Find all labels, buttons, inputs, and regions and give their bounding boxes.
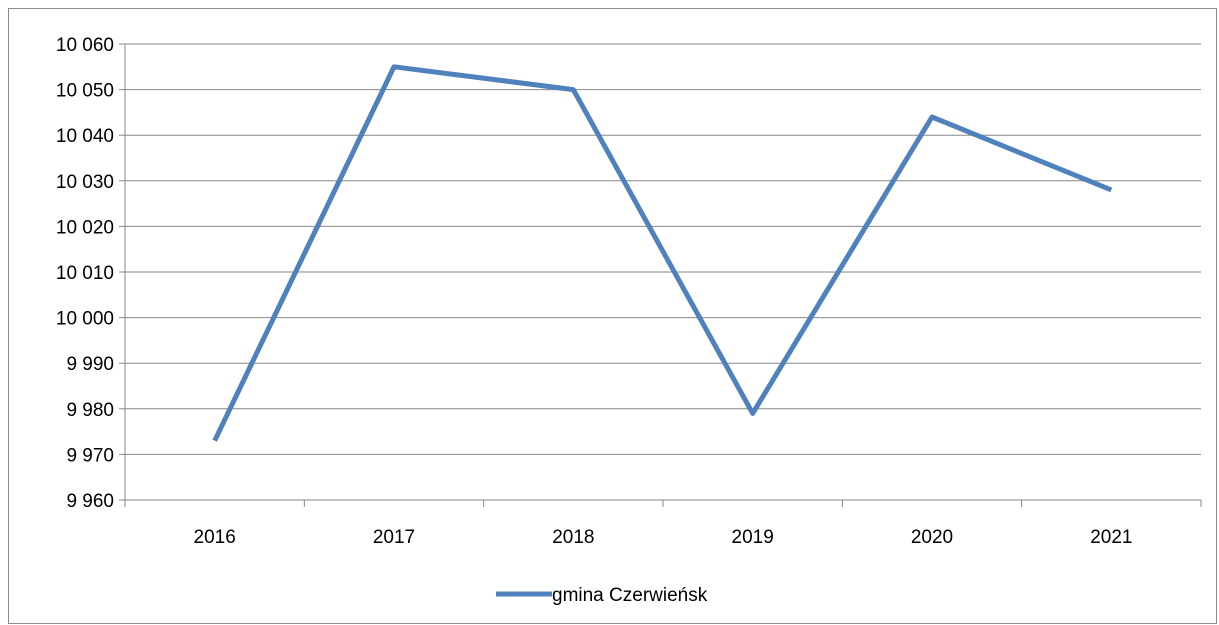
- legend: gmina Czerwieńsk: [496, 585, 708, 606]
- y-tick-label: 10 060: [56, 35, 114, 56]
- chart-frame: [8, 8, 1217, 624]
- x-tick-label: 2019: [732, 527, 774, 548]
- x-tick-label: 2016: [194, 527, 236, 548]
- y-tick-label: 10 040: [56, 126, 114, 147]
- y-tick-label: 10 030: [56, 172, 114, 193]
- x-tick-labels: 2016 2017 2018 2019 2020 2021: [194, 527, 1133, 548]
- y-tick-label: 10 000: [56, 309, 114, 330]
- axes: [119, 43, 1202, 507]
- y-tick-label: 10 020: [56, 217, 114, 238]
- y-tick-label: 10 010: [56, 263, 114, 284]
- x-tick-label: 2018: [552, 527, 594, 548]
- y-tick-label: 9 990: [66, 354, 114, 375]
- gridlines: [125, 43, 1201, 455]
- x-tick-label: 2020: [911, 527, 953, 548]
- y-tick-label: 10 050: [56, 81, 114, 102]
- y-tick-labels: 9 960 9 970 9 980 9 990 10 000 10 010 10 020 10…: [56, 35, 114, 512]
- legend-label-gmina-czerwiensk: gmina Czerwieńsk: [552, 585, 708, 606]
- series-line-0: [212, 64, 1113, 442]
- x-tick-label: 2017: [373, 527, 415, 548]
- series-lines: [212, 64, 1113, 442]
- x-tick-label: 2021: [1090, 527, 1132, 548]
- y-tick-label: 9 980: [66, 400, 114, 421]
- y-tick-label: 9 960: [66, 491, 114, 512]
- y-tick-label: 9 970: [66, 445, 114, 466]
